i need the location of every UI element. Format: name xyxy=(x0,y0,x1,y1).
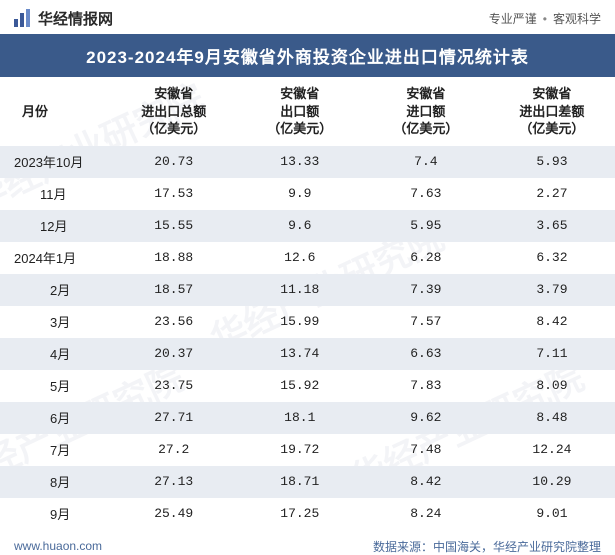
cell-value: 2.27 xyxy=(489,178,615,210)
table-title: 2023-2024年9月安徽省外商投资企业进出口情况统计表 xyxy=(0,34,615,77)
cell-month: 12月 xyxy=(0,210,111,242)
col-month: 月份 xyxy=(0,77,111,146)
cell-value: 8.24 xyxy=(363,498,489,530)
table-body: 2023年10月20.7313.337.45.9311月17.539.97.63… xyxy=(0,146,615,530)
cell-value: 7.83 xyxy=(363,370,489,402)
data-source: 数据来源：中国海关，华经产业研究院整理 xyxy=(373,538,601,555)
cell-value: 8.42 xyxy=(363,466,489,498)
table-row: 8月27.1318.718.4210.29 xyxy=(0,466,615,498)
col-total: 安徽省进出口总额（亿美元） xyxy=(111,77,237,146)
col-import: 安徽省进口额（亿美元） xyxy=(363,77,489,146)
table-row: 11月17.539.97.632.27 xyxy=(0,178,615,210)
cell-value: 9.9 xyxy=(237,178,363,210)
cell-month: 8月 xyxy=(0,466,111,498)
col-export: 安徽省出口额（亿美元） xyxy=(237,77,363,146)
cell-value: 17.25 xyxy=(237,498,363,530)
cell-value: 9.62 xyxy=(363,402,489,434)
table-header-row: 月份 安徽省进出口总额（亿美元） 安徽省出口额（亿美元） 安徽省进口额（亿美元）… xyxy=(0,77,615,146)
cell-value: 23.75 xyxy=(111,370,237,402)
cell-value: 17.53 xyxy=(111,178,237,210)
cell-value: 9.6 xyxy=(237,210,363,242)
table-row: 2023年10月20.7313.337.45.93 xyxy=(0,146,615,178)
cell-value: 20.37 xyxy=(111,338,237,370)
cell-value: 5.93 xyxy=(489,146,615,178)
cell-value: 15.99 xyxy=(237,306,363,338)
cell-value: 15.55 xyxy=(111,210,237,242)
data-table-wrap: 月份 安徽省进出口总额（亿美元） 安徽省出口额（亿美元） 安徽省进口额（亿美元）… xyxy=(0,77,615,530)
cell-month: 2024年1月 xyxy=(0,242,111,274)
cell-month: 3月 xyxy=(0,306,111,338)
cell-value: 7.57 xyxy=(363,306,489,338)
table-row: 9月25.4917.258.249.01 xyxy=(0,498,615,530)
cell-value: 5.95 xyxy=(363,210,489,242)
site-url: www.huaon.com xyxy=(14,539,102,553)
slogan-left: 专业严谨 xyxy=(489,12,537,26)
cell-value: 6.63 xyxy=(363,338,489,370)
cell-value: 9.01 xyxy=(489,498,615,530)
cell-value: 18.88 xyxy=(111,242,237,274)
data-table: 月份 安徽省进出口总额（亿美元） 安徽省出口额（亿美元） 安徽省进口额（亿美元）… xyxy=(0,77,615,530)
table-row: 5月23.7515.927.838.09 xyxy=(0,370,615,402)
cell-value: 8.48 xyxy=(489,402,615,434)
cell-value: 6.32 xyxy=(489,242,615,274)
page-footer: www.huaon.com 数据来源：中国海关，华经产业研究院整理 xyxy=(0,530,615,555)
cell-month: 4月 xyxy=(0,338,111,370)
slogan-right: 客观科学 xyxy=(553,12,601,26)
cell-value: 13.33 xyxy=(237,146,363,178)
cell-value: 7.48 xyxy=(363,434,489,466)
cell-value: 12.24 xyxy=(489,434,615,466)
cell-month: 6月 xyxy=(0,402,111,434)
cell-value: 13.74 xyxy=(237,338,363,370)
brand-text: 华经情报网 xyxy=(38,8,113,29)
cell-month: 5月 xyxy=(0,370,111,402)
cell-value: 18.71 xyxy=(237,466,363,498)
cell-value: 19.72 xyxy=(237,434,363,466)
cell-value: 15.92 xyxy=(237,370,363,402)
table-row: 6月27.7118.19.628.48 xyxy=(0,402,615,434)
table-row: 2024年1月18.8812.66.286.32 xyxy=(0,242,615,274)
cell-value: 27.71 xyxy=(111,402,237,434)
cell-value: 27.2 xyxy=(111,434,237,466)
cell-value: 27.13 xyxy=(111,466,237,498)
cell-value: 18.1 xyxy=(237,402,363,434)
cell-value: 6.28 xyxy=(363,242,489,274)
cell-value: 7.63 xyxy=(363,178,489,210)
cell-value: 10.29 xyxy=(489,466,615,498)
cell-value: 7.4 xyxy=(363,146,489,178)
brand: 华经情报网 xyxy=(14,8,113,29)
page-header: 华经情报网 专业严谨 • 客观科学 xyxy=(0,0,615,34)
cell-month: 2月 xyxy=(0,274,111,306)
cell-value: 23.56 xyxy=(111,306,237,338)
table-row: 3月23.5615.997.578.42 xyxy=(0,306,615,338)
cell-value: 20.73 xyxy=(111,146,237,178)
cell-month: 7月 xyxy=(0,434,111,466)
cell-value: 7.39 xyxy=(363,274,489,306)
cell-value: 3.65 xyxy=(489,210,615,242)
table-row: 7月27.219.727.4812.24 xyxy=(0,434,615,466)
cell-month: 2023年10月 xyxy=(0,146,111,178)
cell-value: 18.57 xyxy=(111,274,237,306)
cell-value: 3.79 xyxy=(489,274,615,306)
bar-chart-icon xyxy=(14,9,32,27)
table-row: 2月18.5711.187.393.79 xyxy=(0,274,615,306)
cell-month: 11月 xyxy=(0,178,111,210)
cell-value: 8.42 xyxy=(489,306,615,338)
cell-value: 8.09 xyxy=(489,370,615,402)
slogan: 专业严谨 • 客观科学 xyxy=(489,10,601,27)
col-diff: 安徽省进出口差额（亿美元） xyxy=(489,77,615,146)
dot-separator-icon: • xyxy=(543,12,547,26)
cell-month: 9月 xyxy=(0,498,111,530)
cell-value: 11.18 xyxy=(237,274,363,306)
cell-value: 25.49 xyxy=(111,498,237,530)
table-row: 4月20.3713.746.637.11 xyxy=(0,338,615,370)
table-row: 12月15.559.65.953.65 xyxy=(0,210,615,242)
cell-value: 7.11 xyxy=(489,338,615,370)
cell-value: 12.6 xyxy=(237,242,363,274)
